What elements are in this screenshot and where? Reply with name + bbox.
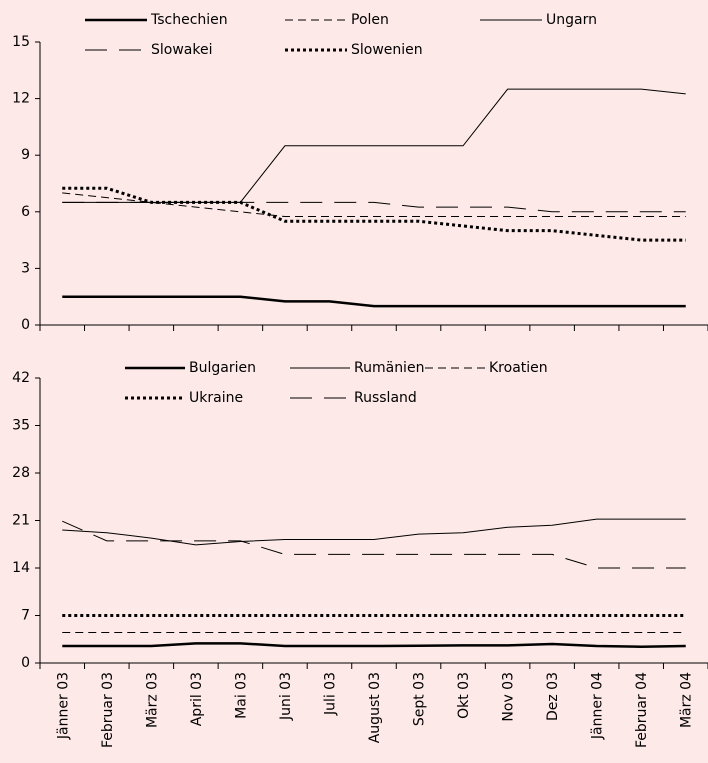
y-tick-label: 35 <box>12 418 30 434</box>
legend-label: Kroatien <box>489 360 548 376</box>
legend-label: Slowakei <box>151 42 212 58</box>
x-tick-label: Sept 03 <box>412 672 428 726</box>
series-line <box>62 520 686 569</box>
x-tick-label: August 03 <box>367 672 383 743</box>
y-tick-label: 14 <box>12 560 30 576</box>
x-tick-label: Dez 03 <box>545 672 561 721</box>
y-tick-label: 3 <box>21 260 30 276</box>
x-tick-label: Okt 03 <box>456 672 472 719</box>
y-tick-label: 0 <box>21 317 30 333</box>
series-line <box>62 192 686 218</box>
y-tick-label: 6 <box>21 204 30 220</box>
legend-label: Polen <box>351 12 389 28</box>
series-line <box>62 518 686 546</box>
x-tick-label: Juni 03 <box>278 672 294 721</box>
y-tick-label: 0 <box>21 655 30 671</box>
series-line <box>62 88 686 203</box>
y-tick-label: 7 <box>21 608 30 624</box>
x-tick-label: März 03 <box>144 672 160 728</box>
x-tick-label: Februar 03 <box>100 672 116 748</box>
legend-label: Bulgarien <box>189 360 256 376</box>
x-tick-label: April 03 <box>189 672 205 726</box>
legend-label: Ukraine <box>189 390 243 406</box>
series-line <box>62 642 686 648</box>
legend-label: Slowenien <box>351 42 423 58</box>
x-tick-label: Mai 03 <box>233 672 249 719</box>
x-tick-label: Februar 04 <box>634 672 650 748</box>
series-line <box>62 295 686 308</box>
series-line <box>62 201 686 213</box>
x-tick-label: Jänner 04 <box>590 672 606 740</box>
series-line <box>62 186 686 242</box>
y-tick-label: 9 <box>21 147 30 163</box>
x-tick-label: März 04 <box>679 672 695 728</box>
y-tick-label: 42 <box>12 370 30 386</box>
x-tick-label: Juli 03 <box>322 672 338 716</box>
x-tick-label: Nov 03 <box>501 672 517 722</box>
x-tick-label: Jänner 03 <box>55 672 71 740</box>
legend-label: Russland <box>354 390 417 406</box>
y-tick-label: 12 <box>12 91 30 107</box>
legend-label: Rumänien <box>354 360 424 376</box>
y-tick-label: 21 <box>12 513 30 529</box>
y-tick-label: 15 <box>12 34 30 50</box>
y-tick-label: 28 <box>12 465 30 481</box>
legend-label: Tschechien <box>150 12 228 28</box>
legend-label: Ungarn <box>546 12 597 28</box>
